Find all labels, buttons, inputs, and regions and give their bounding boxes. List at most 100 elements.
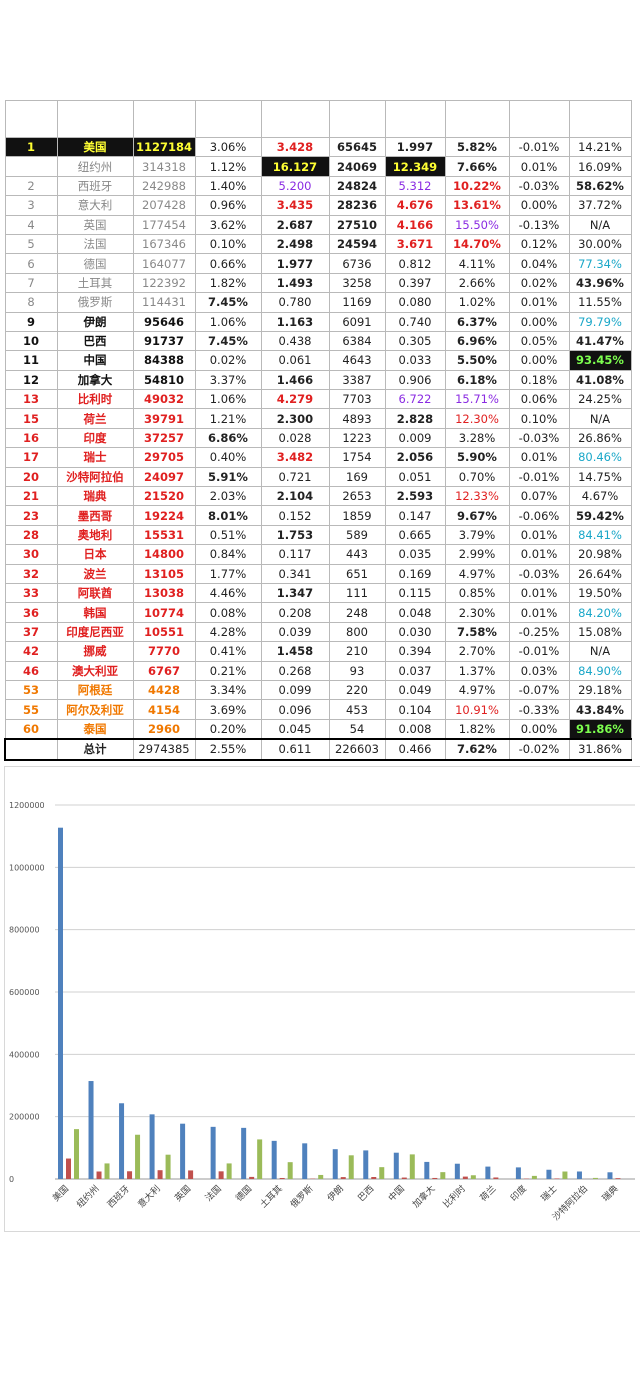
cell-fatality-rate: 15.50%: [444, 214, 510, 235]
cell-recovery-rate: 14.75%: [568, 466, 632, 488]
cell-fatality-change: 0.07%: [508, 486, 570, 507]
bar-confirmed: [149, 1114, 155, 1179]
cell-fatality-rate: 0.85%: [444, 582, 510, 604]
cell-deaths-per-10k: 0.048: [384, 602, 446, 623]
x-tick-label: 瑞典: [599, 1183, 620, 1204]
cell-deaths: 24594: [328, 233, 386, 255]
cell-recovery-rate: 84.90%: [568, 660, 632, 681]
bar-recovered: [348, 1155, 354, 1179]
bar-confirmed: [363, 1150, 369, 1179]
cell-fatality-rate: 9.67%: [444, 505, 510, 526]
cell-fatality-rate: 4.11%: [444, 253, 510, 274]
cell-country: 英国: [56, 214, 134, 235]
cell-daily-increase: 4.28%: [194, 621, 262, 643]
cell-recovery-rate: 30.00%: [568, 233, 632, 255]
y-tick-label: 1200000: [9, 801, 45, 810]
cell-deaths-per-10k: 0.037: [384, 660, 446, 681]
cell-fatality-change: 0.12%: [508, 233, 570, 255]
table-row: 13 比利时 49032 1.06% 4.279 7703 6.722 15.71% 0.06%…: [4, 389, 632, 410]
table-row: 32 波兰 13105 1.77% 0.341 651 0.169 4.97% -0.03% 26…: [4, 563, 632, 584]
table-row: 36 韩国 10774 0.08% 0.208 248 0.048 2.30% 0.01% 84.…: [4, 602, 632, 623]
cell-rank: 17: [4, 447, 58, 468]
cell-deaths-per-10k: 0.169: [384, 563, 446, 584]
bar-recovered: [592, 1177, 598, 1179]
cell-country: 奥地利: [56, 524, 134, 546]
bar-deaths: [66, 1158, 71, 1179]
cell-rank: [4, 156, 58, 177]
cell-deaths-per-10k: 0.812: [384, 253, 446, 274]
cell-deaths-per-10k: 0.665: [384, 524, 446, 546]
cell-confirmed: 164077: [132, 253, 196, 274]
cell-daily-increase: 1.77%: [194, 563, 262, 584]
header-country: [56, 100, 134, 138]
cell-country: 阿根廷: [56, 679, 134, 701]
cell-fatality-rate: 7.66%: [444, 156, 510, 177]
cell-deaths-per-10k: 0.115: [384, 582, 446, 604]
cell-confirmed: 2960: [132, 718, 196, 740]
cell-confirmed: 114431: [132, 292, 196, 313]
cell-confirmed: 39791: [132, 408, 196, 429]
table-row: 53 阿根廷 4428 3.34% 0.099 220 0.049 4.97% -0.07% 29…: [4, 679, 632, 701]
cell-daily-increase: 0.08%: [194, 602, 262, 623]
cell-fatality-change: 0.01%: [508, 524, 570, 546]
cell-recovery-rate: 58.62%: [568, 175, 632, 197]
table-row: 10 巴西 91737 7.45% 0.438 6384 0.305 6.96% 0.05% 41…: [4, 330, 632, 352]
cell-country: 荷兰: [56, 408, 134, 429]
bar-deaths: [279, 1177, 285, 1179]
bar-deaths: [371, 1177, 377, 1179]
x-tick-label: 纽约州: [74, 1183, 102, 1211]
cell-country: 纽约州: [56, 156, 134, 177]
cell-daily-increase: 0.66%: [194, 253, 262, 274]
cell-deaths: 1169: [328, 292, 386, 313]
cell-recovery-rate: 84.20%: [568, 602, 632, 623]
cell-rank: 3: [4, 195, 58, 216]
bar-deaths: [96, 1171, 102, 1179]
bar-deaths: [401, 1177, 407, 1179]
bar-recovered: [470, 1175, 476, 1179]
x-tick-label: 瑞士: [538, 1183, 559, 1204]
bar-confirmed: [393, 1152, 399, 1179]
cell-fatality-rate: 3.28%: [444, 427, 510, 449]
table-row: 20 沙特阿拉伯 24097 5.91% 0.721 169 0.051 0.70% -0.01…: [4, 466, 632, 488]
bar-recovered: [74, 1129, 79, 1179]
cell-deaths-per-10k: 0.906: [384, 369, 446, 391]
cell-rank: 8: [4, 292, 58, 313]
table-row: 8 俄罗斯 114431 7.45% 0.780 1169 0.080 1.02% 0.01% 1…: [4, 292, 632, 313]
cell-deaths-per-10k: 6.722: [384, 389, 446, 410]
y-tick-label: 1000000: [9, 863, 45, 872]
table-row: 17 瑞士 29705 0.40% 3.482 1754 2.056 5.90% 0.01% 80…: [4, 447, 632, 468]
cell-infection-rate: 1.977: [260, 253, 330, 274]
cell-fatality-change: -0.01%: [508, 466, 570, 488]
cell-deaths-per-10k: 4.676: [384, 195, 446, 216]
cell-fatality-change: 0.00%: [508, 718, 570, 740]
cell-country: 挪威: [56, 641, 134, 662]
cell-fatality-rate: 2.99%: [444, 544, 510, 565]
table-row: 12 加拿大 54810 3.37% 1.466 3387 0.906 6.18% 0.18% 4…: [4, 369, 632, 391]
cell-infection-rate: 0.268: [260, 660, 330, 681]
cell-fatality-change: 0.01%: [508, 602, 570, 623]
cell-rank: 11: [4, 350, 58, 371]
cell-rank: 2: [4, 175, 58, 197]
cell-fatality-change: 0.18%: [508, 369, 570, 391]
cell-deaths-per-10k: 0.080: [384, 292, 446, 313]
cell-fatality-rate: 6.18%: [444, 369, 510, 391]
header-fatality-rate: [444, 100, 510, 138]
cell-daily-increase: 7.45%: [194, 330, 262, 352]
cell-deaths-per-10k: 2.828: [384, 408, 446, 429]
table-row: 2 西班牙 242988 1.40% 5.200 24824 5.312 10.22% -0.0…: [4, 175, 632, 197]
bar-confirmed: [241, 1127, 247, 1179]
bar-confirmed: [302, 1143, 308, 1179]
cell-infection-rate: 0.341: [260, 563, 330, 584]
header-rank: [4, 100, 58, 138]
cell-confirmed: 84388: [132, 350, 196, 371]
cell-rank: 7: [4, 272, 58, 294]
x-tick-label: 美国: [50, 1183, 71, 1204]
bar-confirmed: [515, 1167, 521, 1179]
bar-confirmed: [424, 1161, 430, 1179]
cell-fatality-rate: 12.33%: [444, 486, 510, 507]
cell-country: 法国: [56, 233, 134, 255]
cell-fatality-rate: 2.30%: [444, 602, 510, 623]
cell-daily-increase: 1.06%: [194, 311, 262, 332]
cell-rank: 15: [4, 408, 58, 429]
cell-infection-rate: 0.099: [260, 679, 330, 701]
